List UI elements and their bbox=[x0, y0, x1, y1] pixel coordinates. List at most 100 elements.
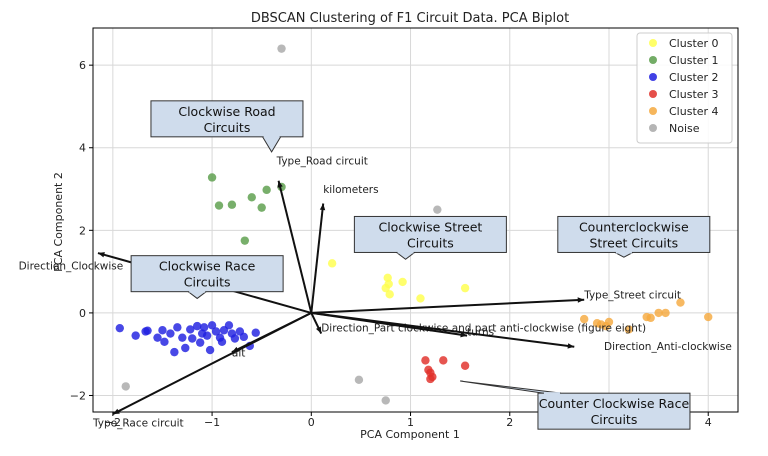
scatter-points bbox=[115, 44, 713, 405]
point-cluster-1 bbox=[227, 200, 237, 209]
point-cluster-0 bbox=[384, 279, 393, 289]
point-cluster-2 bbox=[166, 329, 175, 338]
loading-label: kilometers bbox=[323, 184, 378, 196]
point-cluster-2 bbox=[143, 326, 152, 335]
point-noise bbox=[277, 44, 286, 53]
point-cluster-2 bbox=[239, 332, 249, 342]
callout-text: Clockwise Race bbox=[159, 259, 256, 274]
point-cluster-2 bbox=[178, 333, 187, 342]
loading-label: Type_Race circuit bbox=[92, 417, 184, 429]
legend-marker-cluster-1 bbox=[649, 56, 657, 64]
chart-title: DBSCAN Clustering of F1 Circuit Data. PC… bbox=[251, 11, 569, 26]
callout-text: Counter Clockwise Race bbox=[539, 396, 690, 411]
loading-label: Type_Road circuit bbox=[276, 155, 368, 167]
callout-text: Circuits bbox=[407, 235, 454, 250]
point-cluster-2 bbox=[181, 343, 190, 353]
callout-text: Clockwise Street bbox=[378, 219, 482, 234]
callout-box bbox=[537, 392, 691, 430]
y-axis-label: PCA Component 2 bbox=[52, 172, 65, 272]
legend-marker-cluster-2 bbox=[649, 73, 657, 81]
legend-label-cluster-3: Cluster 3 bbox=[669, 88, 719, 101]
point-cluster-2 bbox=[205, 345, 215, 355]
loading-arrowhead bbox=[319, 203, 326, 211]
point-cluster-3 bbox=[421, 356, 430, 365]
point-cluster-2 bbox=[195, 338, 205, 347]
x-tick-label: 4 bbox=[705, 416, 712, 429]
point-cluster-1 bbox=[247, 193, 256, 202]
y-tick-label: 6 bbox=[79, 59, 86, 72]
point-cluster-1 bbox=[207, 173, 217, 182]
point-cluster-2 bbox=[251, 328, 260, 337]
plot-frame bbox=[92, 27, 739, 413]
legend-marker-cluster-0 bbox=[649, 39, 657, 47]
loading-arrow bbox=[311, 311, 575, 348]
legend-marker-cluster-4 bbox=[649, 107, 657, 115]
loading-label: Direction_Clockwise bbox=[19, 261, 124, 273]
y-tick-label: 0 bbox=[79, 307, 86, 320]
point-cluster-2 bbox=[199, 323, 209, 332]
point-cluster-3 bbox=[460, 361, 470, 370]
point-cluster-0 bbox=[416, 294, 425, 303]
point-cluster-2 bbox=[188, 334, 197, 343]
callout-pointer bbox=[186, 291, 208, 300]
point-cluster-2 bbox=[173, 323, 182, 332]
callout-pointer bbox=[261, 136, 282, 153]
x-tick-label: −1 bbox=[204, 416, 220, 429]
point-cluster-2 bbox=[186, 325, 195, 334]
point-cluster-4 bbox=[624, 325, 634, 334]
legend-marker-cluster-3 bbox=[649, 90, 657, 98]
loading-arrowhead bbox=[277, 180, 283, 188]
legend-label-cluster-1: Cluster 1 bbox=[669, 54, 719, 67]
point-cluster-2 bbox=[202, 331, 212, 340]
callout-box bbox=[150, 100, 304, 138]
point-cluster-2 bbox=[230, 334, 240, 343]
legend-box bbox=[636, 32, 733, 144]
loading-arrowhead bbox=[460, 331, 468, 338]
legend-label-cluster-4: Cluster 4 bbox=[669, 105, 719, 118]
loading-arrowhead bbox=[112, 408, 120, 415]
point-noise bbox=[354, 375, 364, 384]
point-cluster-2 bbox=[170, 347, 179, 357]
point-cluster-0 bbox=[383, 273, 392, 283]
callout-text: Circuits bbox=[184, 275, 231, 290]
legend: Cluster 0 Cluster 1 Cluster 2 Cluster 3 Clus… bbox=[636, 32, 733, 144]
y-tick-label: 2 bbox=[79, 224, 86, 237]
x-tick-label: 2 bbox=[506, 416, 513, 429]
callout-text: Counterclockwise bbox=[579, 219, 689, 234]
loading-arrow bbox=[310, 203, 325, 314]
point-cluster-0 bbox=[460, 283, 470, 293]
loading-arrowhead bbox=[97, 252, 105, 258]
point-cluster-4 bbox=[661, 308, 670, 318]
loading-label: Type_Street circuit bbox=[583, 289, 681, 301]
loading-arrow bbox=[112, 312, 312, 415]
callout-box bbox=[353, 215, 507, 253]
loading-arrowhead bbox=[315, 326, 322, 334]
x-tick-label: 1 bbox=[407, 416, 414, 429]
point-cluster-2 bbox=[153, 333, 162, 342]
callout-text: Circuits bbox=[591, 412, 638, 427]
point-cluster-4 bbox=[676, 298, 685, 307]
callout-pointer bbox=[395, 251, 417, 260]
point-cluster-0 bbox=[327, 259, 337, 268]
point-noise bbox=[381, 396, 390, 405]
point-cluster-1 bbox=[214, 201, 224, 210]
callout-text: Circuits bbox=[204, 120, 251, 135]
point-cluster-4 bbox=[654, 308, 663, 318]
point-cluster-3 bbox=[426, 374, 435, 384]
point-cluster-2 bbox=[207, 321, 217, 330]
point-noise bbox=[433, 205, 442, 214]
point-cluster-4 bbox=[646, 313, 655, 323]
loading-arrowhead bbox=[577, 297, 585, 303]
point-cluster-1 bbox=[257, 203, 266, 212]
point-cluster-2 bbox=[115, 323, 124, 333]
point-cluster-2 bbox=[224, 321, 234, 330]
legend-label-cluster-0: Cluster 0 bbox=[669, 37, 719, 50]
point-cluster-1 bbox=[262, 185, 271, 195]
point-noise bbox=[121, 382, 130, 391]
loading-arrow bbox=[311, 298, 585, 314]
point-cluster-2 bbox=[211, 327, 221, 336]
point-cluster-4 bbox=[604, 317, 614, 327]
callout-box bbox=[130, 255, 284, 293]
y-tick-label: 4 bbox=[79, 142, 86, 155]
